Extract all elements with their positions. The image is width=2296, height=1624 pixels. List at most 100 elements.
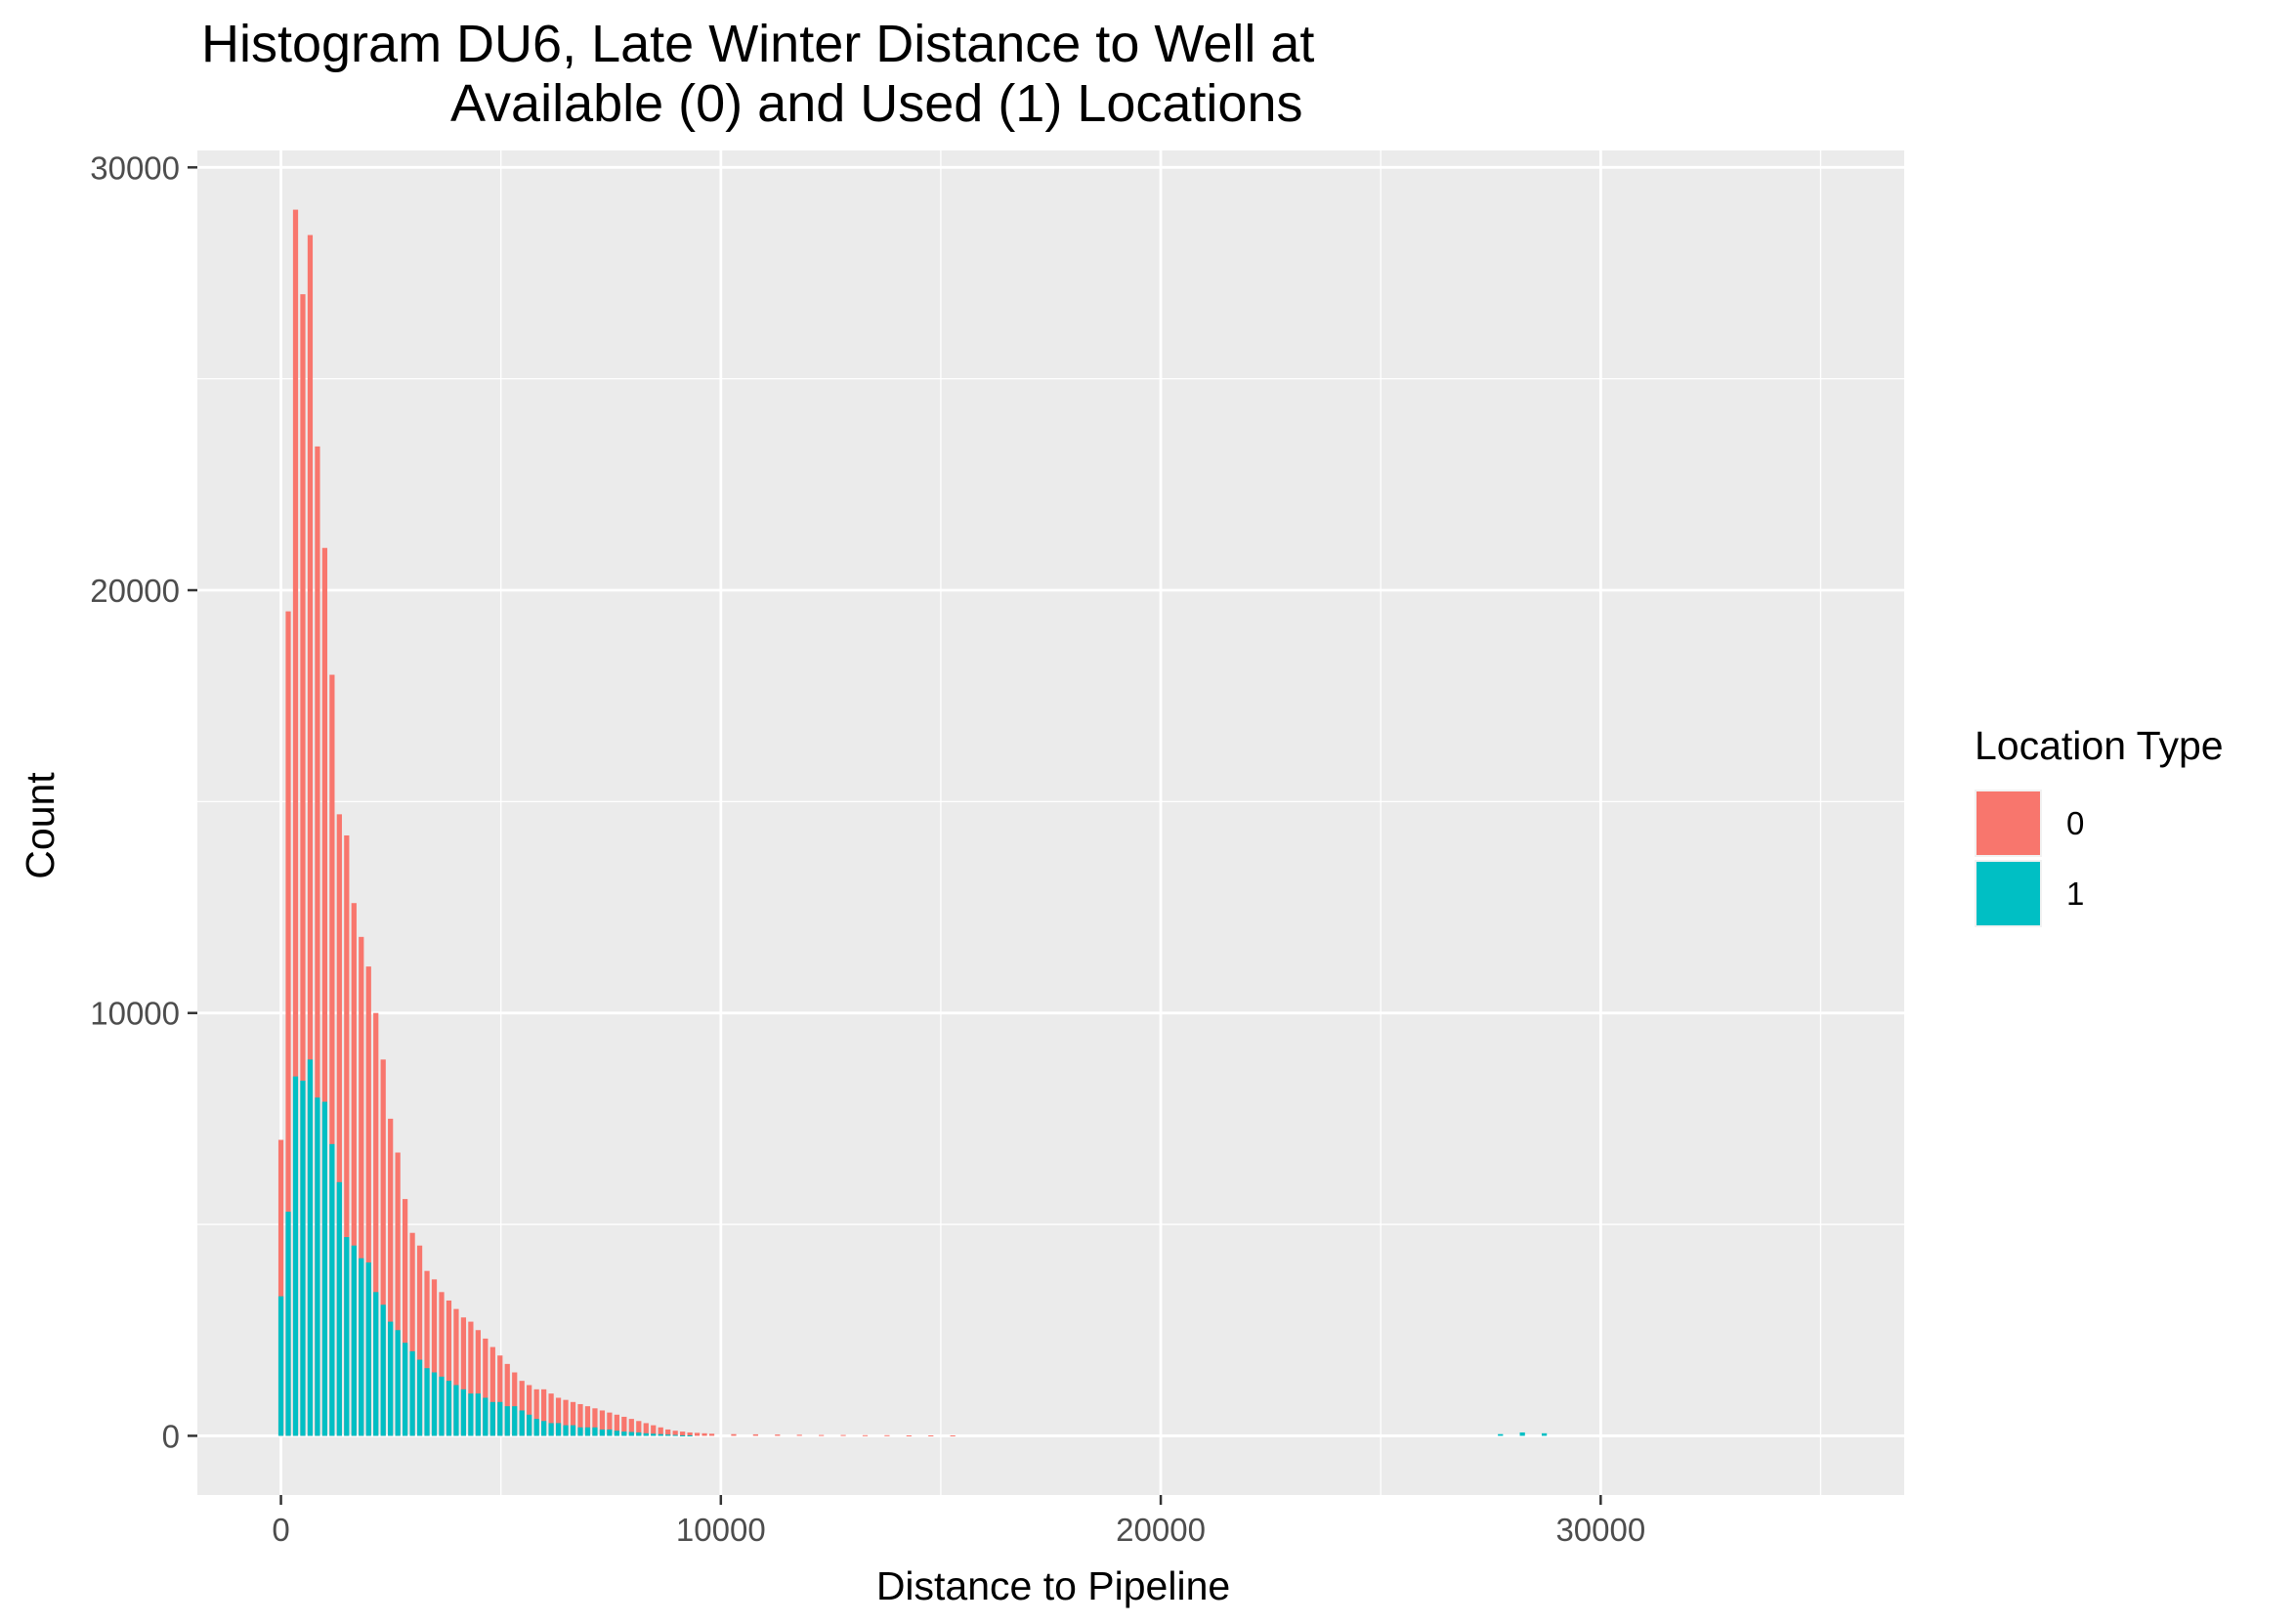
bar-series-0 [694,1432,701,1436]
bar-series-0 [607,1412,613,1436]
bar-series-0 [570,1401,576,1436]
bar-series-1 [658,1433,663,1436]
bar-series-1 [519,1410,525,1436]
bar-series-0 [285,611,291,1436]
bar-series-1 [533,1419,539,1436]
bar-series-1 [570,1425,576,1436]
bar-series-0 [862,1434,869,1436]
bar-series-0 [702,1432,707,1436]
bar-series-1 [584,1427,591,1436]
bar-series-1 [446,1381,452,1436]
bar-series-1 [555,1423,562,1436]
bar-series-1 [315,1097,320,1436]
bar-series-1 [592,1427,598,1436]
bar-series-1 [336,1181,342,1436]
legend-key-1 [1977,862,2040,925]
y-tick-label: 0 [162,1418,180,1454]
bar-series-1 [1519,1432,1525,1436]
y-tick-label: 30000 [90,150,180,186]
bar-series-1 [365,1262,371,1436]
bar-series-1 [292,1076,299,1436]
bar-series-1 [651,1433,657,1436]
bar-series-0 [658,1427,663,1436]
bar-series-0 [475,1330,481,1436]
bar-series-1 [300,1080,306,1436]
bar-series-0 [840,1434,846,1436]
bar-series-1 [1498,1433,1504,1436]
bar-series-0 [775,1434,781,1436]
bar-series-1 [416,1359,423,1436]
bar-series-0 [402,1199,408,1436]
bar-series-1 [1541,1432,1548,1436]
bar-series-1 [321,1101,328,1436]
bar-series-1 [460,1389,467,1436]
bar-series-1 [548,1423,554,1436]
bar-series-0 [365,966,371,1436]
bar-series-0 [628,1419,634,1436]
bar-series-0 [439,1292,445,1436]
bar-series-0 [409,1232,415,1436]
bar-series-0 [351,903,357,1436]
bar-series-1 [680,1434,686,1436]
bar-series-0 [446,1300,452,1436]
bar-series-0 [373,1012,379,1436]
bar-series-0 [468,1321,474,1436]
bar-series-0 [460,1317,467,1436]
bar-series-0 [380,1059,386,1436]
bar-series-1 [344,1237,350,1436]
bar-series-0 [731,1433,737,1436]
bar-series-1 [643,1432,649,1436]
bar-series-1 [277,1296,284,1436]
bar-series-1 [388,1321,394,1436]
legend-title: Location Type [1975,723,2224,768]
bar-series-1 [577,1427,583,1436]
chart-title-line-2: Available (0) and Used (1) Locations [450,74,1303,133]
bar-series-0 [277,1139,284,1436]
bar-series-1 [468,1393,474,1436]
bar-series-0 [906,1434,912,1436]
series-0-bars [277,209,956,1436]
bar-series-1 [431,1372,438,1436]
bar-series-0 [424,1270,430,1436]
bar-series-1 [424,1368,430,1436]
x-tick-label: 0 [272,1512,289,1548]
bar-series-0 [388,1118,394,1436]
bar-series-1 [395,1330,401,1436]
bar-series-0 [519,1381,525,1436]
bar-series-1 [373,1292,379,1436]
bar-series-0 [431,1279,438,1436]
bar-series-0 [533,1389,539,1436]
bar-series-1 [475,1393,481,1436]
x-axis-title: Distance to Pipeline [876,1563,1230,1608]
bar-series-1 [672,1434,678,1436]
bar-series-1 [607,1429,613,1436]
bar-series-0 [950,1434,956,1436]
bar-series-0 [636,1421,642,1436]
bar-series-1 [329,1143,335,1436]
legend: Location Type 0 1 [1975,723,2224,927]
bar-series-1 [497,1401,503,1436]
bar-series-1 [351,1245,357,1436]
bar-series-1 [628,1432,634,1436]
bar-series-0 [321,547,328,1436]
axes: 0 10000 20000 30000 0 10000 20000 30000 [90,150,1645,1548]
bar-series-0 [483,1338,489,1436]
bar-series-0 [563,1399,569,1436]
bar-series-0 [599,1410,606,1436]
bar-series-0 [548,1393,554,1436]
bar-series-1 [402,1343,408,1436]
legend-key-0 [1977,791,2040,855]
bar-series-0 [672,1431,678,1436]
bar-series-0 [344,834,350,1436]
bar-series-0 [336,814,342,1436]
bar-series-0 [359,936,364,1436]
bar-series-1 [409,1350,415,1436]
bar-series-0 [504,1363,510,1436]
bar-series-0 [687,1432,693,1436]
bar-series-1 [439,1376,445,1436]
series-1-bars [277,1059,1548,1436]
bar-series-0 [315,446,320,1436]
bar-series-0 [300,294,306,1436]
bar-series-0 [752,1433,758,1436]
